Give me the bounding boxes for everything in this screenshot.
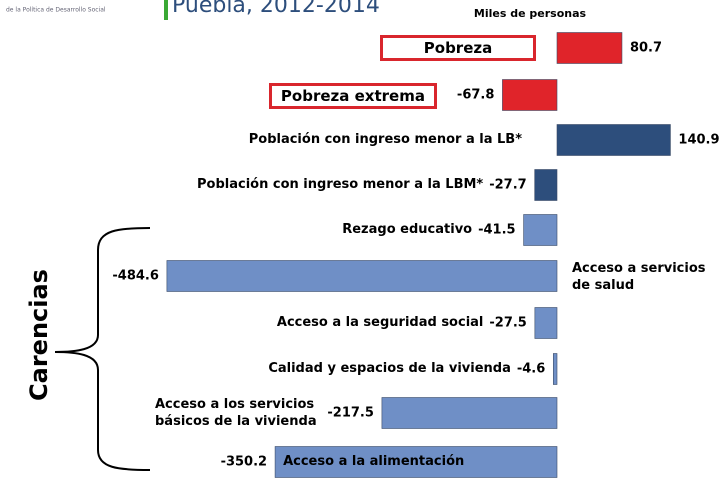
value-label: -41.5 [478, 223, 515, 238]
title-accent [164, 0, 168, 20]
category-label: Calidad y espacios de la vivienda [268, 361, 511, 376]
value-label: -27.7 [489, 178, 526, 193]
category-label: Acceso a la alimentación [283, 454, 465, 469]
chart-title: Puebla, 2012-2014 [172, 0, 380, 18]
bar [502, 79, 558, 111]
category-label: Acceso a los servicios básicos de la viv… [155, 397, 317, 429]
category-label: Rezago educativo [342, 222, 473, 237]
value-label: 140.9 [678, 133, 719, 148]
value-label: -217.5 [327, 406, 374, 421]
value-label: -27.5 [489, 316, 526, 331]
bar [166, 260, 558, 292]
value-label: -484.6 [112, 269, 159, 284]
category-label: Acceso a servicios de salud [572, 261, 706, 293]
unit-label: Miles de personas [474, 7, 587, 20]
category-label: Pobreza extrema [268, 83, 437, 109]
bar [523, 214, 558, 246]
value-label: -4.6 [517, 362, 545, 377]
group-label: Carencias [25, 269, 53, 401]
value-label: -350.2 [221, 455, 268, 470]
value-label: 80.7 [630, 41, 662, 56]
logo-text: de la Política de Desarrollo Social [6, 7, 106, 14]
bracket [54, 227, 151, 471]
bar [556, 124, 671, 156]
bar [552, 353, 558, 385]
category-label: Población con ingreso menor a la LBM* [197, 177, 484, 192]
value-label: -67.8 [457, 88, 494, 103]
category-label: Población con ingreso menor a la LB* [248, 132, 522, 147]
category-label: Acceso a la seguridad social [276, 315, 484, 330]
bar [274, 446, 558, 478]
bar [534, 169, 558, 201]
bar [534, 307, 558, 339]
bar [556, 32, 623, 64]
category-label: Pobreza [380, 35, 536, 61]
bar [381, 397, 558, 429]
